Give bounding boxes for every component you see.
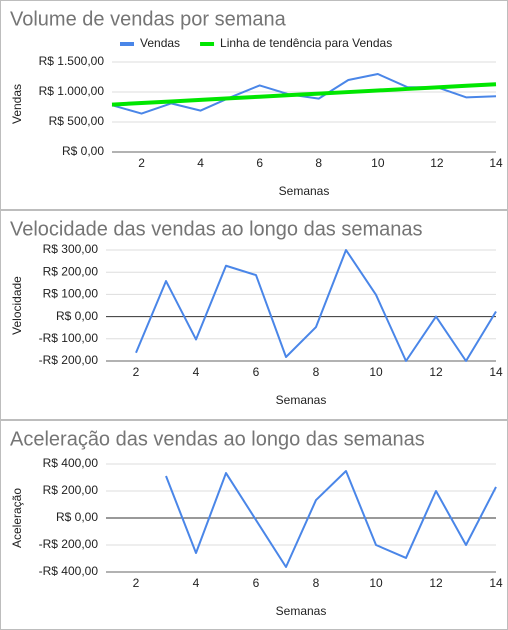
x-tick-label: 6	[253, 576, 260, 590]
x-axis-label: Semanas	[279, 184, 330, 198]
panel	[0, 210, 508, 420]
line	[165, 470, 497, 569]
x-tick-label: 2	[133, 576, 140, 590]
line	[111, 82, 497, 107]
x-axis-label: Semanas	[276, 393, 327, 407]
x-tick-label: 12	[429, 576, 443, 590]
chart-title: Aceleração das vendas ao longo das seman…	[10, 428, 425, 450]
x-tick-label: 14	[489, 576, 503, 590]
y-tick-label: R$ 1.500,00	[39, 54, 105, 68]
x-tick-label: 12	[429, 365, 443, 379]
x-tick-label: 6	[253, 365, 260, 379]
y-tick-label: R$ 500,00	[49, 114, 105, 128]
y-tick-label: R$ 400,00	[43, 456, 99, 470]
legend-label: Linha de tendência para Vendas	[220, 36, 392, 50]
legend-label: Vendas	[140, 36, 180, 50]
y-tick-label: -R$ 400,00	[39, 564, 99, 578]
y-tick-label: -R$ 200,00	[39, 537, 99, 551]
y-tick-label: R$ 100,00	[43, 287, 99, 301]
x-tick-label: 10	[369, 365, 383, 379]
y-tick-label: -R$ 100,00	[39, 331, 99, 345]
y-tick-label: R$ 200,00	[43, 264, 99, 278]
x-tick-label: 6	[256, 156, 263, 170]
y-tick-label: R$ 300,00	[43, 242, 99, 256]
line	[135, 249, 497, 362]
y-axis-label: Velocidade	[10, 276, 24, 335]
y-axis-label: Aceleração	[10, 488, 24, 548]
x-tick-label: 4	[197, 156, 204, 170]
x-tick-label: 4	[193, 576, 200, 590]
x-axis-label: Semanas	[276, 604, 327, 618]
x-tick-label: 10	[369, 576, 383, 590]
y-tick-label: R$ 0,00	[56, 510, 98, 524]
x-tick-label: 12	[430, 156, 444, 170]
x-tick-label: 8	[313, 365, 320, 379]
panel	[0, 420, 508, 630]
x-tick-label: 4	[193, 365, 200, 379]
x-tick-label: 8	[313, 576, 320, 590]
y-tick-label: R$ 1.000,00	[39, 84, 105, 98]
x-tick-label: 2	[138, 156, 145, 170]
x-tick-label: 2	[133, 365, 140, 379]
x-tick-label: 14	[489, 156, 503, 170]
y-tick-label: -R$ 200,00	[39, 353, 99, 367]
y-tick-label: R$ 0,00	[56, 309, 98, 323]
panel	[0, 0, 508, 210]
chart-title: Velocidade das vendas ao longo das seman…	[10, 218, 423, 240]
x-tick-label: 14	[489, 365, 503, 379]
chart-title: Volume de vendas por semana	[10, 8, 287, 30]
y-tick-label: R$ 0,00	[62, 144, 104, 158]
x-tick-label: 10	[371, 156, 385, 170]
x-tick-label: 8	[315, 156, 322, 170]
y-axis-label: Vendas	[10, 84, 24, 124]
y-tick-label: R$ 200,00	[43, 483, 99, 497]
